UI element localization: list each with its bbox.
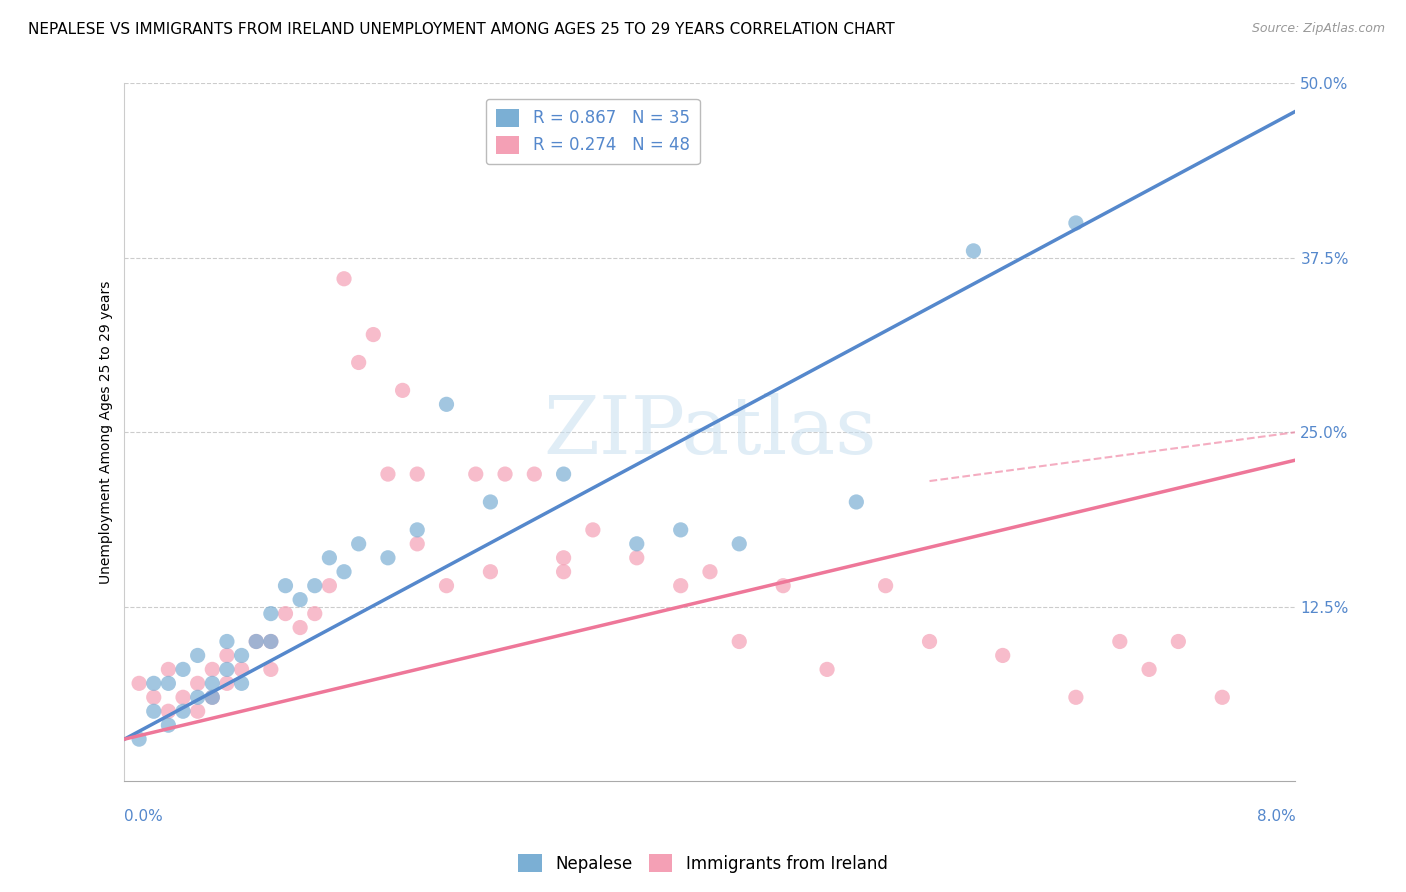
Point xyxy=(1211,690,1233,705)
Point xyxy=(669,579,692,593)
Text: Source: ZipAtlas.com: Source: ZipAtlas.com xyxy=(1251,22,1385,36)
Point xyxy=(304,579,326,593)
Point xyxy=(347,355,370,369)
Legend: R = 0.867   N = 35, R = 0.274   N = 48: R = 0.867 N = 35, R = 0.274 N = 48 xyxy=(486,99,700,164)
Point xyxy=(318,579,340,593)
Point xyxy=(288,621,311,635)
Y-axis label: Unemployment Among Ages 25 to 29 years: Unemployment Among Ages 25 to 29 years xyxy=(100,281,114,584)
Point xyxy=(626,537,648,551)
Point xyxy=(157,704,180,718)
Point xyxy=(728,634,751,648)
Point xyxy=(479,565,502,579)
Point xyxy=(436,579,458,593)
Point xyxy=(918,634,941,648)
Point xyxy=(260,662,283,676)
Text: ZIPatlas: ZIPatlas xyxy=(543,393,877,471)
Point xyxy=(318,550,340,565)
Point xyxy=(333,565,356,579)
Point xyxy=(142,676,165,690)
Point xyxy=(231,676,253,690)
Point xyxy=(406,537,429,551)
Point xyxy=(772,579,794,593)
Point xyxy=(363,327,385,342)
Point xyxy=(494,467,516,481)
Point xyxy=(201,690,224,705)
Point xyxy=(172,704,194,718)
Point xyxy=(553,550,575,565)
Point xyxy=(553,467,575,481)
Point xyxy=(1108,634,1130,648)
Text: NEPALESE VS IMMIGRANTS FROM IRELAND UNEMPLOYMENT AMONG AGES 25 TO 29 YEARS CORRE: NEPALESE VS IMMIGRANTS FROM IRELAND UNEM… xyxy=(28,22,894,37)
Point xyxy=(728,537,751,551)
Point xyxy=(231,648,253,663)
Text: 0.0%: 0.0% xyxy=(125,809,163,824)
Point xyxy=(304,607,326,621)
Point xyxy=(215,676,238,690)
Text: 8.0%: 8.0% xyxy=(1257,809,1295,824)
Point xyxy=(157,662,180,676)
Point xyxy=(260,634,283,648)
Point xyxy=(142,690,165,705)
Point xyxy=(157,676,180,690)
Point xyxy=(333,272,356,286)
Point xyxy=(201,662,224,676)
Point xyxy=(991,648,1014,663)
Legend: Nepalese, Immigrants from Ireland: Nepalese, Immigrants from Ireland xyxy=(512,847,894,880)
Point xyxy=(260,607,283,621)
Point xyxy=(464,467,486,481)
Point xyxy=(215,634,238,648)
Point xyxy=(245,634,267,648)
Point xyxy=(377,550,399,565)
Point xyxy=(157,718,180,732)
Point xyxy=(187,676,209,690)
Point xyxy=(391,384,413,398)
Point xyxy=(231,662,253,676)
Point xyxy=(260,634,283,648)
Point xyxy=(1064,690,1087,705)
Point xyxy=(128,732,150,747)
Point xyxy=(699,565,721,579)
Point xyxy=(187,690,209,705)
Point xyxy=(1064,216,1087,230)
Point xyxy=(172,690,194,705)
Point xyxy=(172,662,194,676)
Point xyxy=(1137,662,1160,676)
Point xyxy=(142,704,165,718)
Point xyxy=(962,244,984,258)
Point xyxy=(553,565,575,579)
Point xyxy=(582,523,605,537)
Point xyxy=(669,523,692,537)
Point xyxy=(274,579,297,593)
Point xyxy=(245,634,267,648)
Point xyxy=(347,537,370,551)
Point xyxy=(215,648,238,663)
Point xyxy=(201,690,224,705)
Point xyxy=(523,467,546,481)
Point xyxy=(815,662,838,676)
Point xyxy=(128,676,150,690)
Point xyxy=(479,495,502,509)
Point xyxy=(406,523,429,537)
Point xyxy=(436,397,458,411)
Point xyxy=(875,579,897,593)
Point xyxy=(201,676,224,690)
Point xyxy=(215,662,238,676)
Point xyxy=(274,607,297,621)
Point xyxy=(187,704,209,718)
Point xyxy=(377,467,399,481)
Point xyxy=(626,550,648,565)
Point xyxy=(288,592,311,607)
Point xyxy=(1167,634,1189,648)
Point xyxy=(187,648,209,663)
Point xyxy=(845,495,868,509)
Point xyxy=(406,467,429,481)
